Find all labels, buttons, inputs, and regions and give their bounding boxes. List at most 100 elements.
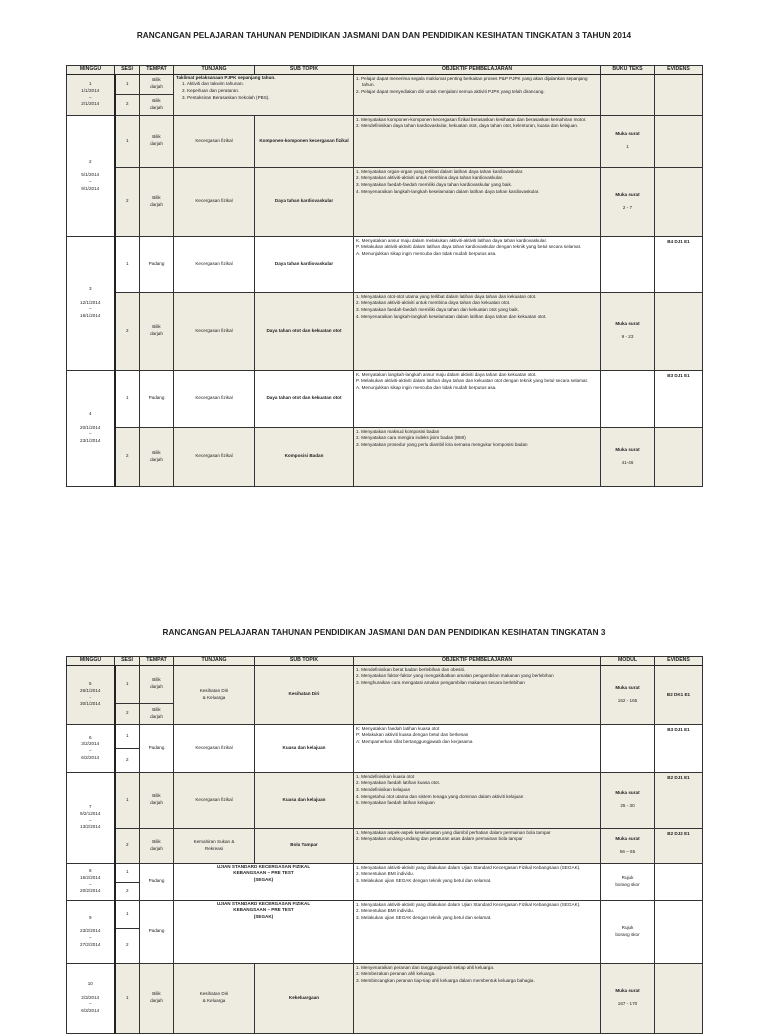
buku-text: 41-46 bbox=[621, 459, 634, 465]
briefing-heading: Taklimat pelaksanaan PJPK sepanjang tahu… bbox=[176, 74, 276, 80]
objektif-cell: K. Menyatakan langkah-langkah ansur maju… bbox=[353, 369, 601, 428]
buku-cell: Muka surat 1 bbox=[600, 114, 655, 168]
sesi-text: 1 bbox=[125, 260, 129, 266]
tempat-text: darjah bbox=[150, 331, 163, 337]
table-row: 2 Bilik darjah bbox=[67, 93, 703, 116]
minggu-text bbox=[69, 922, 112, 929]
tempat-text: Bilik bbox=[152, 194, 161, 200]
sesi-text: 2 bbox=[125, 842, 129, 848]
minggu-cell: 1 1/1/2014–2/1/2014 bbox=[66, 73, 116, 116]
sesi-cell: 1 bbox=[114, 235, 140, 293]
tunjang-text: Kecergasan fizikal bbox=[195, 327, 233, 333]
minggu-text: 23/2/2014 bbox=[80, 928, 101, 934]
evidens-text bbox=[657, 77, 700, 84]
minggu-cell: 9 23/2/2014–27/2/2014 bbox=[66, 899, 116, 964]
objektif-text: 1. Mendefinisikan kuasa otot bbox=[356, 773, 415, 779]
minggu-text: – bbox=[88, 748, 92, 754]
sesi-text: 1 bbox=[125, 796, 129, 802]
table-row: 2 Bilik darjah bbox=[67, 702, 703, 725]
evidens-text bbox=[657, 430, 700, 437]
minggu-cell: 8 16/2/2014–20/2/2014 bbox=[66, 862, 116, 901]
tempat-text: Bilik bbox=[152, 838, 161, 844]
evidens-cell bbox=[654, 73, 703, 116]
sesi-text: 1 bbox=[125, 137, 129, 143]
minggu-text: 8 bbox=[88, 868, 92, 874]
sesi-text: 1 bbox=[125, 395, 129, 401]
tunjang-cell: Kecergasan fizikal bbox=[173, 235, 255, 293]
tempat-cell: Padang bbox=[139, 369, 174, 428]
sesi-text: 1 bbox=[125, 80, 129, 86]
buku-cell: Muka surat 2 - 7 bbox=[600, 166, 655, 237]
column-header-evidens: EVIDENS bbox=[654, 656, 703, 666]
sesi-cell: 2 bbox=[114, 747, 140, 773]
column-header-minggu: MINGGU bbox=[66, 656, 115, 666]
sesi-text: 1 bbox=[125, 732, 129, 738]
objektif-text: 3. Menghuraikan cara mengatasi amalan pe… bbox=[356, 679, 525, 685]
objektif-text: 3. Membincangkan peranan tiap-tiap ahli … bbox=[356, 977, 535, 983]
tunjang-text: Kecergasan fizikal bbox=[195, 260, 233, 266]
tunjang-cell: Kecergasan fizikal bbox=[173, 723, 255, 773]
tempat-text: Padang bbox=[148, 928, 165, 934]
minggu-text: 6 bbox=[88, 734, 92, 740]
tempat-text: darjah bbox=[150, 998, 163, 1004]
sesi-cell: 1 bbox=[114, 862, 140, 883]
sesi-cell: 2 bbox=[114, 93, 140, 116]
tempat-text: darjah bbox=[150, 684, 163, 690]
tempat-cell: Bilik darjah bbox=[139, 166, 174, 237]
objektif-text: 1. Mendefinisikan berat badan berlebihan… bbox=[356, 666, 466, 672]
tempat-text: Bilik bbox=[152, 706, 161, 712]
evidens-text: B2 DK1 E1 bbox=[666, 692, 691, 698]
minggu-cell: 10 2/3/2014–6/3/2014 bbox=[66, 962, 116, 1034]
tempat-text: darjah bbox=[150, 84, 163, 90]
objektif-text: A: Mempamerkan sifat bertanggungjawab da… bbox=[356, 738, 473, 744]
tunjang-text: & Keluarga bbox=[202, 694, 226, 700]
tunjang-text: Rekreasi bbox=[204, 845, 224, 851]
minggu-text: 16/2/2014 bbox=[80, 874, 101, 880]
minggu-text: 2/1/2014 bbox=[81, 101, 100, 107]
buku-text: 56 – 65 bbox=[619, 848, 636, 854]
minggu-text: 23/1/2014 bbox=[80, 438, 101, 444]
evidens-cell: B2 DJ2 E1 bbox=[654, 827, 703, 864]
column-header-tunjang: TUNJANG bbox=[173, 65, 255, 75]
table-row: 2 Bilik darjah Kecergasan fizikal Daya tahan… bbox=[67, 166, 703, 237]
sesi-cell: 1 bbox=[114, 771, 140, 829]
tunjang-text: Kecergasan fizikal bbox=[195, 137, 233, 143]
subtopik-text: Daya tahan otot dan kekuatan otot bbox=[266, 395, 342, 401]
sesi-cell: 1 bbox=[114, 664, 140, 704]
sesi-cell: 1 bbox=[114, 369, 140, 428]
tempat-text: Padang bbox=[148, 744, 165, 750]
objektif-text: P: Melakukan aktiviti kuasa dengan betul… bbox=[356, 732, 469, 738]
briefing-text: 2. Keperluan dan peraturan. bbox=[182, 87, 240, 93]
objektif-text: 4. Mengetahui otot utama dan sistem tena… bbox=[356, 793, 524, 799]
objektif-text: 1. Menyatakan maksud komposisi badan bbox=[356, 428, 440, 434]
buku-text: Muka surat bbox=[615, 131, 640, 137]
subtopik-cell: Daya tahan kardiovaskular bbox=[254, 166, 354, 237]
sesi-cell: 2 bbox=[114, 927, 140, 964]
minggu-text: 1 bbox=[88, 81, 92, 87]
evidens-text bbox=[657, 295, 700, 302]
table-row: 2 bbox=[67, 881, 703, 901]
subtopik-text: Kesihatan Diri bbox=[288, 691, 320, 697]
minggu-text: 10 bbox=[87, 981, 93, 987]
minggu-text bbox=[69, 166, 112, 173]
column-header-objektif-pembelajaran: OBJEKTIF PEMBELAJARAN bbox=[353, 65, 601, 75]
sesi-cell: 1 bbox=[114, 962, 140, 1034]
buku-cell: Muka surat 9 - 23 bbox=[600, 291, 655, 371]
minggu-text: 9 bbox=[88, 914, 92, 920]
evidens-cell bbox=[654, 962, 703, 1034]
buku-text: 25 - 30 bbox=[620, 803, 635, 809]
evidens-cell bbox=[654, 426, 703, 487]
column-header-evidens: EVIDENS bbox=[654, 65, 703, 75]
buku-text: Muka surat bbox=[615, 835, 640, 841]
sesi-text: 2 bbox=[125, 327, 129, 333]
briefing-cell: Taklimat pelaksanaan PJPK sepanjang tahu… bbox=[173, 73, 354, 116]
sesi-text: 2 bbox=[125, 198, 129, 204]
tempat-cell: Bilik darjah bbox=[139, 73, 174, 95]
objektif-text: 2. Menyatakan cara mengira indeks jisim … bbox=[356, 435, 466, 441]
objektif-text: 3. Melakukan ujian SEGAK dengan teknik y… bbox=[356, 877, 492, 883]
evidens-cell bbox=[654, 862, 703, 901]
table-row: 6 3/2/2014–6/2/2014 1 Padang Kecergasan fizi… bbox=[66, 723, 703, 773]
objektif-cell: 1. Menyatakan aktiviti-aktiviti yang dil… bbox=[353, 862, 601, 901]
buku-text: 9 - 23 bbox=[621, 334, 634, 340]
subtopik-text: Daya tahan otot dan kekuatan otot bbox=[266, 327, 342, 333]
